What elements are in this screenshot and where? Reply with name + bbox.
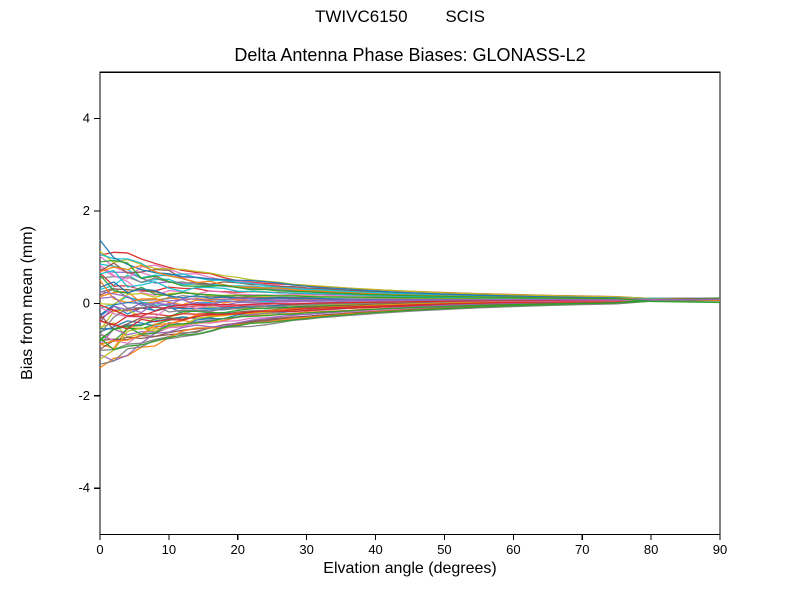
svg-text:60: 60 (506, 542, 520, 557)
svg-text:80: 80 (644, 542, 658, 557)
svg-text:10: 10 (162, 542, 176, 557)
svg-text:90: 90 (713, 542, 727, 557)
svg-text:20: 20 (231, 542, 245, 557)
svg-text:2: 2 (83, 203, 90, 218)
svg-text:-4: -4 (78, 480, 90, 495)
svg-text:30: 30 (299, 542, 313, 557)
svg-text:4: 4 (83, 111, 90, 126)
svg-text:0: 0 (83, 295, 90, 310)
svg-text:0: 0 (96, 542, 103, 557)
svg-text:-2: -2 (78, 388, 90, 403)
svg-text:40: 40 (368, 542, 382, 557)
svg-text:50: 50 (437, 542, 451, 557)
svg-text:70: 70 (575, 542, 589, 557)
